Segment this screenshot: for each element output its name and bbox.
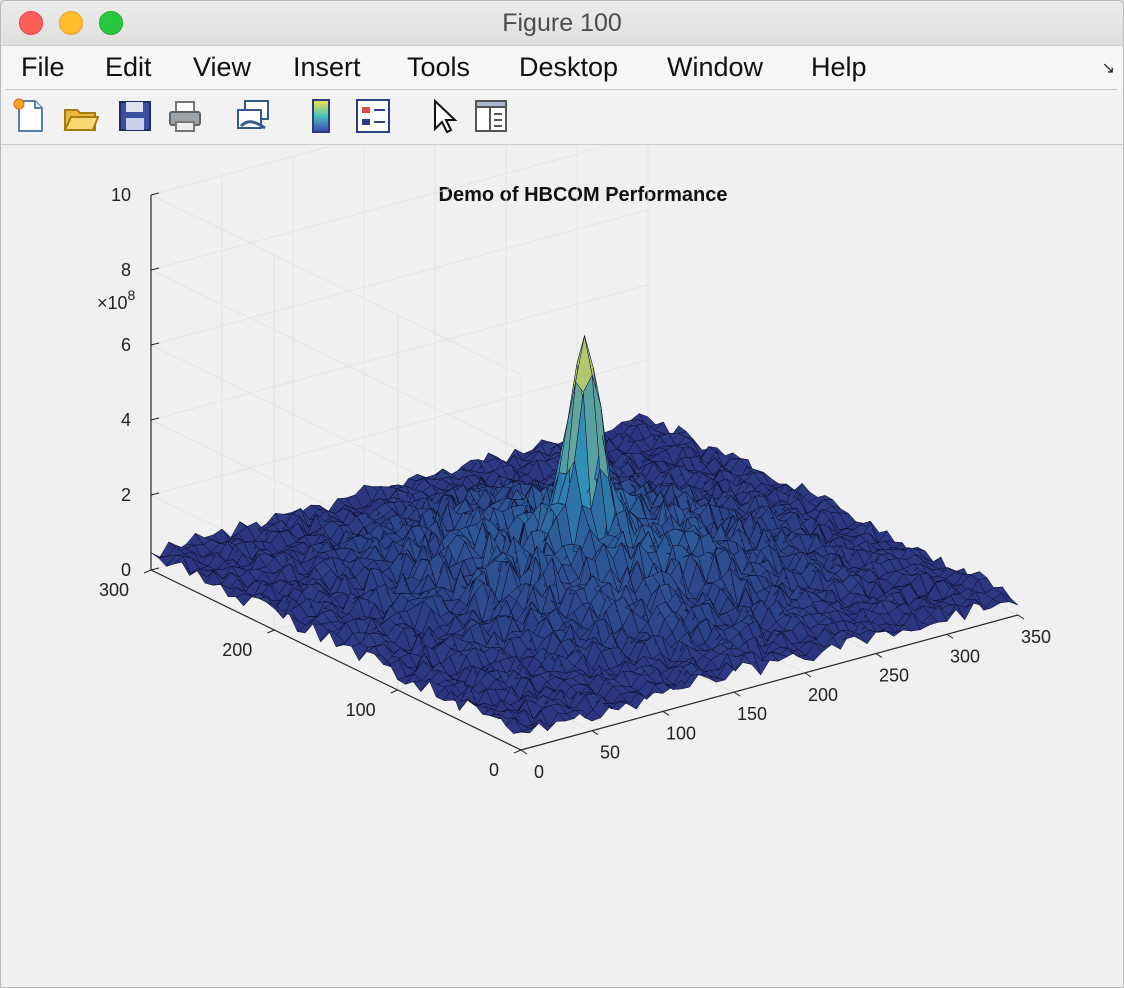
menu-bar: File Edit View Insert Tools Desktop Wind… <box>1 46 1123 90</box>
window-title: Figure 100 <box>502 9 622 37</box>
z-tick <box>150 567 160 571</box>
new-figure-icon[interactable] <box>11 98 47 134</box>
x-tick-label: 200 <box>808 685 838 705</box>
z-tick <box>150 417 160 421</box>
title-bar[interactable]: Figure 100 <box>1 1 1123 46</box>
x-tick-label: 0 <box>534 762 544 782</box>
save-icon[interactable] <box>117 98 153 134</box>
menu-tools[interactable]: Tools <box>407 52 471 82</box>
surface-plot[interactable]: Demo of HBCOM Performance 05010015020025… <box>1 59 1123 988</box>
y-tick-label: 100 <box>346 700 376 720</box>
x-tick-label: 100 <box>666 723 696 743</box>
x-tick <box>733 691 741 697</box>
y-tick <box>513 749 522 754</box>
z-tick-label: 0 <box>121 560 131 580</box>
x-tick-label: 250 <box>879 666 909 686</box>
menu-insert[interactable]: Insert <box>293 52 361 82</box>
grid-line <box>150 209 649 346</box>
edit-plot-arrow-icon[interactable] <box>425 98 461 134</box>
y-tick <box>143 569 152 574</box>
z-exponent-label: ×108 <box>97 287 136 313</box>
x-tick <box>804 672 812 678</box>
colorbar-icon[interactable] <box>303 98 339 134</box>
x-tick-label: 150 <box>737 704 767 724</box>
menu-desktop[interactable]: Desktop <box>519 52 619 82</box>
menu-help[interactable]: Help <box>811 52 867 82</box>
z-tick-label: 10 <box>111 185 131 205</box>
z-tick-label: 6 <box>121 335 131 355</box>
menu-view[interactable]: View <box>193 52 252 82</box>
close-window-button[interactable] <box>19 11 43 35</box>
z-tick <box>150 267 160 271</box>
dock-figure-icon[interactable]: ↘ <box>1101 60 1115 77</box>
z-tick-label: 8 <box>121 260 131 280</box>
grid-line <box>150 194 522 376</box>
z-tick <box>150 342 160 346</box>
menu-window[interactable]: Window <box>667 52 764 82</box>
y-tick-label: 300 <box>99 580 129 600</box>
x-tick <box>946 633 954 639</box>
menu-edit[interactable]: Edit <box>105 52 152 82</box>
x-tick <box>875 653 883 658</box>
plot-title: Demo of HBCOM Performance <box>439 184 728 206</box>
menu-divider <box>5 89 1117 90</box>
x-tick-label: 300 <box>950 646 980 666</box>
link-plot-icon[interactable] <box>235 98 271 134</box>
x-tick-label: 350 <box>1021 627 1051 647</box>
legend-icon[interactable] <box>355 98 391 134</box>
surface-mesh <box>150 334 1019 734</box>
z-tick <box>150 192 160 196</box>
x-tick <box>1017 614 1025 620</box>
y-tick-label: 200 <box>222 640 252 660</box>
y-tick <box>390 689 398 694</box>
grid-line <box>150 134 649 271</box>
print-icon[interactable] <box>167 98 203 134</box>
grid-line <box>150 269 522 451</box>
y-tick-label: 0 <box>489 760 499 780</box>
z-tick-label: 2 <box>121 485 131 505</box>
menu-file[interactable]: File <box>21 52 65 82</box>
figure-canvas[interactable]: Demo of HBCOM Performance 0 50 100 150 200 25… <box>1 59 1123 988</box>
x-tick <box>662 711 670 716</box>
zoom-window-button[interactable] <box>99 11 123 35</box>
open-file-icon[interactable] <box>63 98 99 134</box>
z-tick <box>150 492 160 496</box>
grid-line <box>150 284 649 421</box>
grid-line <box>150 359 649 496</box>
y-tick <box>267 629 275 634</box>
z-tick-label: 4 <box>121 410 131 430</box>
property-inspector-icon[interactable] <box>473 98 509 134</box>
x-tick <box>591 730 599 736</box>
minimize-window-button[interactable] <box>59 11 83 35</box>
figure-toolbar <box>1 90 1123 145</box>
x-tick <box>520 749 528 755</box>
x-tick-label: 50 <box>600 743 620 763</box>
